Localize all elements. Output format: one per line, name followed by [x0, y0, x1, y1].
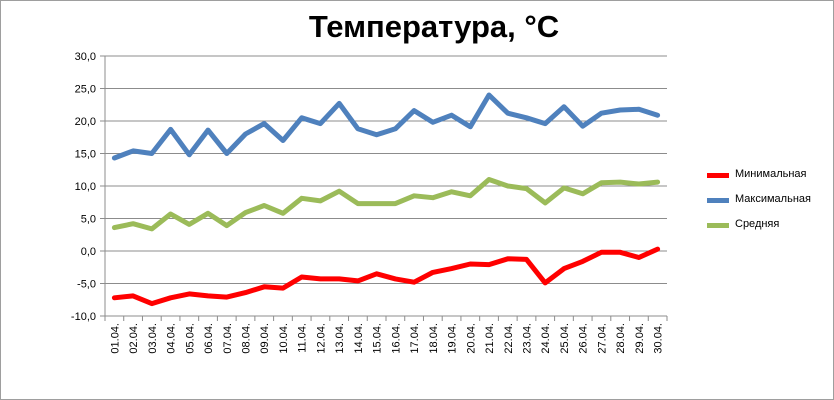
- x-tick-label: 30.04.: [653, 323, 665, 354]
- series-line-Минимальная: [111, 246, 661, 307]
- legend-label: Средняя: [735, 218, 780, 230]
- x-tick-label: 01.04.: [109, 323, 121, 354]
- x-tick-label: 05.04.: [184, 323, 196, 354]
- x-tick-label: 10.04.: [278, 323, 290, 354]
- y-tick-label: 0,0: [81, 246, 96, 258]
- x-tick-label: 11.04.: [297, 323, 309, 353]
- y-tick-label: 20,0: [75, 116, 96, 128]
- x-tick-label: 18.04.: [428, 323, 440, 354]
- legend-swatch: [707, 173, 729, 178]
- y-tick-label: 10,0: [75, 181, 96, 193]
- x-tick-label: 21.04.: [484, 323, 496, 354]
- x-tick-label: 23.04.: [522, 323, 534, 354]
- legend-swatch: [707, 198, 729, 203]
- chart-title: Температура, °C: [308, 9, 560, 44]
- y-tick-label: 15,0: [75, 149, 96, 161]
- x-tick-label: 03.04.: [147, 323, 159, 354]
- x-tick-label: 14.04.: [353, 323, 365, 354]
- x-tick-label: 08.04.: [241, 323, 253, 354]
- x-tick-label: 26.04.: [578, 323, 590, 354]
- y-tick-label: 30,0: [75, 51, 96, 63]
- x-tick-label: 17.04.: [409, 323, 421, 354]
- x-tick-label: 28.04.: [615, 323, 627, 354]
- legend-label: Минимальная: [735, 168, 807, 180]
- x-tick-label: 09.04.: [259, 323, 271, 354]
- x-tick-label: 16.04.: [390, 323, 402, 354]
- x-tick-label: 22.04.: [503, 323, 515, 354]
- x-tick-label: 20.04.: [465, 323, 477, 354]
- legend-swatch: [707, 223, 729, 228]
- y-tick-label: -10,0: [71, 311, 96, 323]
- x-tick-label: 04.04.: [166, 323, 178, 354]
- x-tick-label: 15.04.: [372, 323, 384, 354]
- x-tick-label: 29.04.: [634, 323, 646, 354]
- series-line-Средняя: [111, 177, 661, 232]
- x-tick-label: 12.04.: [315, 323, 327, 354]
- y-tick-label: 25,0: [75, 84, 96, 96]
- x-tick-label: 24.04.: [540, 323, 552, 354]
- legend-label: Максимальная: [735, 193, 811, 205]
- x-tick-label: 07.04.: [222, 323, 234, 354]
- x-tick-label: 27.04.: [596, 323, 608, 354]
- x-tick-label: 06.04.: [203, 323, 215, 354]
- x-tick-label: 25.04.: [559, 323, 571, 354]
- x-tick-label: 19.04.: [447, 323, 459, 354]
- x-tick-label: 13.04.: [334, 323, 346, 354]
- x-tick-label: 02.04.: [128, 323, 140, 354]
- y-tick-label: -5,0: [77, 279, 96, 291]
- y-tick-label: 5,0: [81, 214, 96, 226]
- series-line-Максимальная: [111, 92, 661, 161]
